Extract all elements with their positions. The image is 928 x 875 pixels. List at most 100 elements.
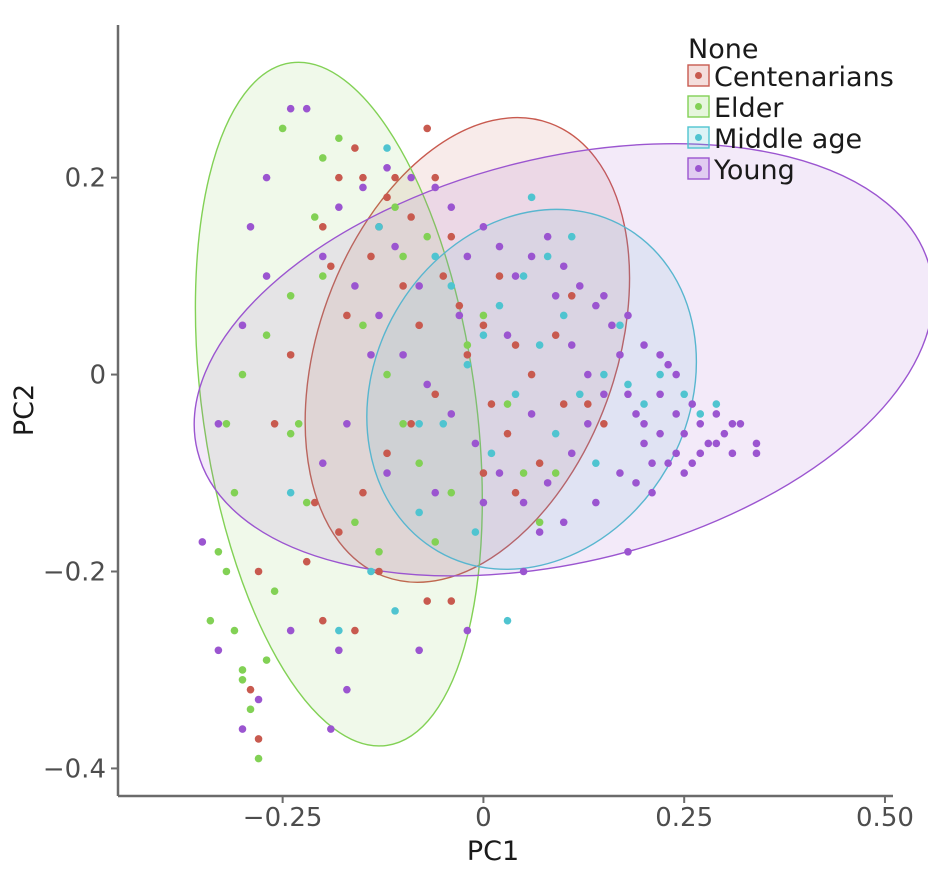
point-young (527, 410, 536, 418)
point-young (407, 173, 415, 182)
point-young (728, 419, 737, 428)
point-young (246, 223, 255, 231)
point-centenarians (455, 301, 464, 310)
point-elder (399, 419, 407, 428)
point-young (543, 232, 552, 241)
point-young (535, 528, 544, 536)
point-middle-age (712, 400, 721, 408)
legend-label-centenarians: Centenarians (714, 62, 894, 93)
point-elder (286, 429, 295, 438)
point-elder (391, 203, 399, 211)
point-young (672, 410, 680, 418)
point-young (479, 498, 488, 507)
point-centenarians (407, 213, 415, 221)
point-centenarians (431, 173, 440, 182)
point-middle-age (680, 390, 688, 399)
point-young (359, 183, 367, 192)
point-young (608, 321, 616, 330)
point-centenarians (439, 272, 448, 280)
point-middle-age (415, 508, 423, 517)
point-centenarians (527, 370, 536, 379)
point-middle-age (495, 301, 504, 310)
point-young (640, 341, 648, 349)
y-tick-label: −0.2 (43, 557, 106, 587)
point-middle-age (567, 232, 576, 241)
point-elder (503, 400, 512, 408)
point-young (632, 479, 640, 487)
point-centenarians (270, 419, 279, 428)
point-young (736, 419, 745, 428)
point-young (624, 311, 632, 320)
y-axis-ticks: −0.4 −0.2 0 0.2 (43, 164, 118, 784)
point-middle-age (551, 429, 560, 438)
point-elder (294, 419, 303, 428)
point-young (391, 242, 399, 251)
point-centenarians (431, 390, 440, 399)
point-elder (375, 548, 383, 556)
confidence-ellipses (193, 61, 928, 747)
point-middle-age (367, 567, 375, 576)
y-axis-title: PC2 (9, 384, 40, 436)
point-elder (302, 498, 311, 507)
point-young (447, 203, 456, 211)
point-young (664, 459, 672, 467)
point-young (254, 695, 263, 704)
point-middle-age (656, 370, 664, 379)
point-young (680, 469, 688, 477)
point-elder (463, 341, 472, 349)
point-young (415, 282, 423, 290)
point-young (584, 370, 592, 379)
point-young (567, 449, 576, 458)
point-young (712, 439, 721, 448)
point-centenarians (351, 144, 359, 152)
point-young (399, 351, 407, 359)
point-young (463, 252, 472, 261)
point-elder (359, 321, 367, 330)
point-centenarians (318, 223, 327, 231)
point-middle-age (286, 488, 295, 497)
point-young (567, 341, 576, 349)
legend-label-young: Young (713, 155, 795, 186)
point-young (672, 370, 680, 379)
point-young (343, 419, 351, 428)
point-elder (431, 538, 440, 546)
point-young (559, 518, 568, 527)
point-centenarians (511, 341, 520, 349)
point-centenarians (359, 488, 367, 497)
point-elder (270, 587, 279, 595)
point-centenarians (407, 419, 415, 428)
point-elder (238, 370, 247, 379)
legend-label-elder: Elder (714, 93, 784, 124)
point-elder (447, 488, 456, 497)
point-middle-age (535, 341, 544, 349)
point-young (495, 469, 504, 477)
y-tick-label: 0.2 (65, 164, 106, 194)
point-young (238, 321, 247, 330)
point-centenarians (447, 597, 456, 605)
point-middle-age (487, 449, 496, 458)
point-young (632, 410, 640, 418)
point-middle-age (696, 410, 705, 418)
point-young (688, 459, 697, 467)
legend-key-dot (695, 165, 702, 172)
point-centenarians (318, 616, 327, 625)
point-centenarians (479, 469, 488, 477)
point-middle-age (575, 390, 584, 399)
point-centenarians (479, 321, 488, 330)
point-centenarians (335, 173, 343, 182)
point-elder (230, 488, 239, 497)
point-young (728, 449, 737, 458)
point-elder (551, 469, 560, 477)
point-middle-age (463, 360, 472, 369)
y-tick-label: −0.4 (43, 754, 106, 784)
point-young (672, 449, 680, 458)
point-middle-age (375, 223, 383, 231)
point-centenarians (335, 528, 343, 536)
point-young (335, 646, 343, 655)
point-young (559, 262, 568, 271)
point-young (656, 429, 664, 438)
legend-key-dot (695, 103, 702, 110)
point-elder (383, 370, 391, 379)
point-centenarians (415, 321, 423, 330)
